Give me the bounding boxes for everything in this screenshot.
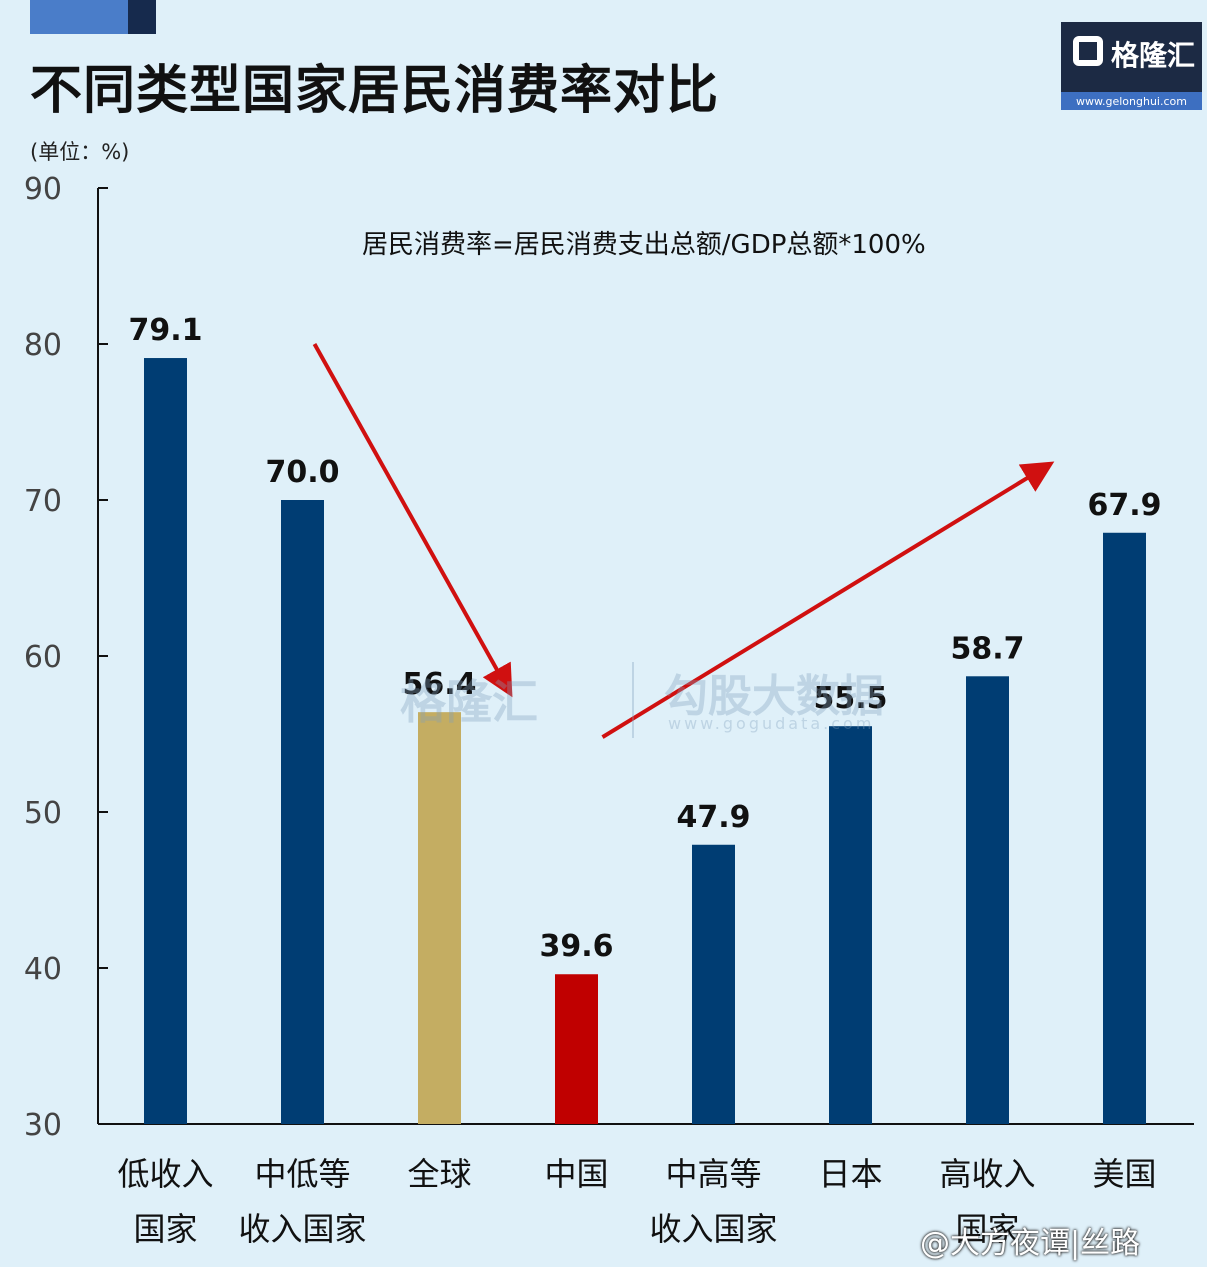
category-label: 国家 bbox=[133, 1210, 197, 1248]
category-label: 中国 bbox=[544, 1155, 608, 1193]
data-label: 39.6 bbox=[539, 929, 613, 964]
category-label: 中低等 bbox=[254, 1155, 350, 1193]
category-label: 日本 bbox=[818, 1155, 882, 1193]
header-accent-bar-dark bbox=[128, 0, 156, 34]
category-label: 收入国家 bbox=[238, 1210, 366, 1248]
category-label: 全球 bbox=[407, 1155, 471, 1193]
data-label: 70.0 bbox=[265, 455, 339, 490]
y-tick-label: 40 bbox=[24, 952, 62, 987]
data-label: 58.7 bbox=[950, 631, 1024, 666]
category-label: 高收入 bbox=[939, 1155, 1035, 1193]
bar bbox=[692, 844, 735, 1124]
y-tick-label: 50 bbox=[24, 796, 62, 831]
weibo-watermark: @大方夜谭|丝路 bbox=[920, 1226, 1141, 1261]
watermark-text-b: 勾股大数据 bbox=[664, 671, 884, 722]
data-label: 56.4 bbox=[402, 667, 476, 702]
watermark: 格隆汇 勾股大数据 www.gogudata.com bbox=[400, 660, 890, 740]
header-accent-bar bbox=[30, 0, 128, 34]
logo-g-icon bbox=[1073, 36, 1103, 66]
brand-logo: 格隆汇 www.gelonghui.com bbox=[1061, 22, 1202, 110]
y-tick-label: 80 bbox=[24, 328, 62, 363]
bar bbox=[555, 974, 598, 1124]
category-label: 中高等 bbox=[665, 1155, 761, 1193]
bar bbox=[418, 712, 461, 1124]
watermark-divider bbox=[632, 662, 634, 738]
y-tick-label: 90 bbox=[24, 172, 62, 207]
bar bbox=[144, 358, 187, 1124]
trend-arrow bbox=[312, 343, 513, 698]
watermark-url: www.gogudata.com bbox=[668, 714, 875, 733]
trend-arrow bbox=[601, 461, 1055, 739]
bar bbox=[1103, 532, 1146, 1124]
data-label: 55.5 bbox=[813, 681, 887, 716]
data-label: 47.9 bbox=[676, 800, 750, 835]
y-tick-label: 30 bbox=[24, 1108, 62, 1143]
formula-annotation: 居民消费率=居民消费支出总额/GDP总额*100% bbox=[362, 230, 926, 260]
category-label: 低收入 bbox=[117, 1155, 213, 1193]
watermark-text-a: 格隆汇 bbox=[400, 675, 538, 729]
logo-url: www.gelonghui.com bbox=[1076, 95, 1187, 108]
trend-arrows bbox=[312, 343, 1055, 739]
data-label: 67.9 bbox=[1087, 488, 1161, 523]
page-title: 不同类型国家居民消费率对比 bbox=[30, 61, 720, 121]
unit-label: (单位：%) bbox=[30, 140, 130, 164]
y-tick-label: 70 bbox=[24, 484, 62, 519]
category-label: 收入国家 bbox=[649, 1210, 777, 1248]
logo-name: 格隆汇 bbox=[1111, 39, 1196, 72]
bar bbox=[281, 500, 324, 1124]
y-tick-label: 60 bbox=[24, 640, 62, 675]
y-axis: 30 40 50 60 70 80 90 bbox=[24, 172, 1194, 1143]
bar bbox=[829, 726, 872, 1124]
bar bbox=[966, 676, 1009, 1124]
data-label: 79.1 bbox=[128, 313, 202, 348]
category-label: 国家 bbox=[955, 1210, 1019, 1248]
category-label: 美国 bbox=[1092, 1155, 1156, 1193]
